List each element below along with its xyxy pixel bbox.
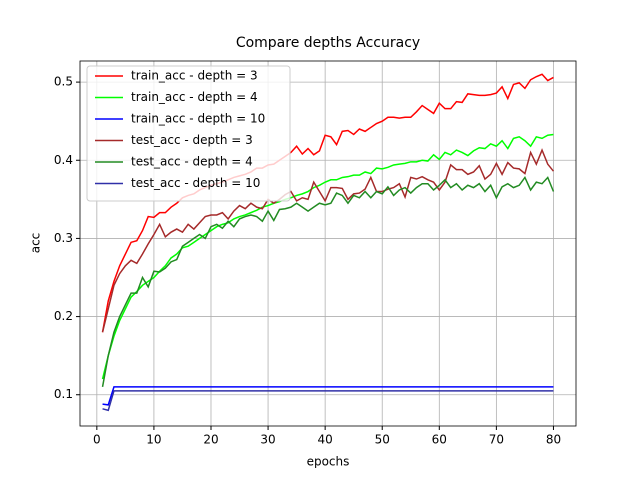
data-line xyxy=(102,386,554,406)
x-tick-label: 50 xyxy=(375,433,390,447)
y-tick-label: 0.5 xyxy=(54,75,73,89)
y-tick-label: 0.1 xyxy=(54,387,73,401)
axes-frame xyxy=(79,60,577,427)
legend-label: train_acc - depth = 4 xyxy=(131,90,258,104)
data-line xyxy=(101,73,554,333)
legend-label: train_acc - depth = 10 xyxy=(131,112,265,126)
y-tick-label: 0.4 xyxy=(54,153,73,167)
x-tick-label: 70 xyxy=(489,433,504,447)
data-line xyxy=(102,390,554,412)
legend-label: train_acc - depth = 3 xyxy=(131,69,258,83)
legend-label: test_acc - depth = 3 xyxy=(131,133,253,147)
data-line xyxy=(101,175,555,388)
x-tick-label: 20 xyxy=(203,433,218,447)
data-line xyxy=(101,148,555,333)
y-tick-label: 0.3 xyxy=(54,231,73,245)
x-tick-label: 60 xyxy=(432,433,447,447)
x-tick-label: 80 xyxy=(546,433,561,447)
y-tick-label: 0.2 xyxy=(54,309,73,323)
x-tick-label: 0 xyxy=(93,433,101,447)
x-tick-label: 10 xyxy=(146,433,161,447)
x-tick-label: 40 xyxy=(318,433,333,447)
legend-label: test_acc - depth = 4 xyxy=(131,155,253,169)
data-line xyxy=(101,133,554,380)
chart-title: Compare depths Accuracy xyxy=(236,35,420,51)
legend-box xyxy=(86,65,291,202)
legend-label: test_acc - depth = 10 xyxy=(131,176,260,190)
x-axis-label: epochs xyxy=(307,455,350,469)
x-tick-label: 30 xyxy=(260,433,275,447)
y-axis-label: acc xyxy=(29,233,43,254)
